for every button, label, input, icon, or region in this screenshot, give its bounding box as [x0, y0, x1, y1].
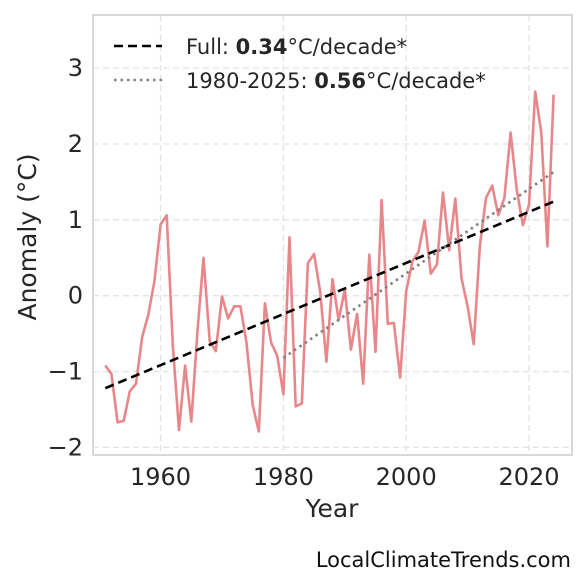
series-lines — [104, 90, 555, 433]
x-tick-label: 1980 — [253, 463, 314, 491]
x-tick-label: 1960 — [130, 463, 191, 491]
anomaly-line — [104, 90, 555, 433]
x-tick-label: 2000 — [376, 463, 437, 491]
legend-label-full: Full: 0.34°C/decade* — [186, 35, 407, 59]
y-axis-title: Anomaly (°C) — [13, 153, 42, 320]
x-tick-label: 2020 — [498, 463, 559, 491]
site-credit: LocalClimateTrends.com — [315, 548, 571, 572]
legend-full-prefix: Full: — [186, 35, 236, 59]
y-tick-label: −1 — [48, 358, 83, 386]
y-tick-label: 3 — [68, 54, 83, 82]
trend-full-line — [104, 200, 555, 390]
legend-full-suffix: °C/decade* — [288, 35, 408, 59]
y-tick-label: 0 — [68, 282, 83, 310]
x-tick-labels: 1960 1980 2000 2020 — [130, 463, 560, 491]
legend-label-recent: 1980-2025: 0.56°C/decade* — [186, 69, 486, 93]
x-axis-title: Year — [305, 494, 360, 523]
legend-recent-value: 0.56 — [314, 69, 366, 93]
trend-recent-line — [282, 170, 555, 359]
legend-recent-suffix: °C/decade* — [366, 69, 486, 93]
legend-recent-prefix: 1980-2025: — [186, 69, 314, 93]
y-tick-label: 2 — [68, 130, 83, 158]
plot-area — [92, 14, 573, 456]
y-tick-labels: −2 −1 0 1 2 3 — [48, 54, 83, 461]
legend: Full: 0.34°C/decade* 1980-2025: 0.56°C/d… — [114, 35, 486, 93]
y-tick-label: 1 — [68, 206, 83, 234]
legend-full-value: 0.34 — [236, 35, 288, 59]
y-tick-label: −2 — [48, 433, 83, 461]
